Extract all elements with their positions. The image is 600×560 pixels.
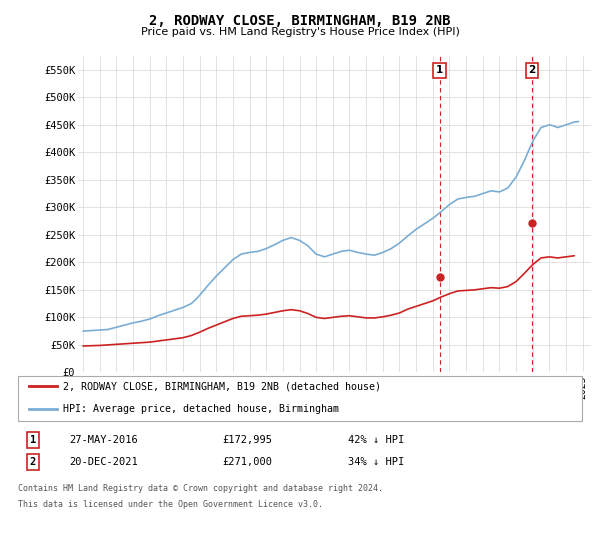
Text: 2: 2 (529, 66, 536, 76)
Text: 27-MAY-2016: 27-MAY-2016 (69, 435, 138, 445)
Text: This data is licensed under the Open Government Licence v3.0.: This data is licensed under the Open Gov… (18, 500, 323, 508)
Text: £271,000: £271,000 (222, 457, 272, 467)
Text: Price paid vs. HM Land Registry's House Price Index (HPI): Price paid vs. HM Land Registry's House … (140, 27, 460, 37)
Text: 42% ↓ HPI: 42% ↓ HPI (348, 435, 404, 445)
Text: HPI: Average price, detached house, Birmingham: HPI: Average price, detached house, Birm… (63, 404, 339, 414)
Text: 1: 1 (30, 435, 36, 445)
Text: 2, RODWAY CLOSE, BIRMINGHAM, B19 2NB (detached house): 2, RODWAY CLOSE, BIRMINGHAM, B19 2NB (de… (63, 381, 381, 391)
Text: 20-DEC-2021: 20-DEC-2021 (69, 457, 138, 467)
Text: £172,995: £172,995 (222, 435, 272, 445)
Text: 1: 1 (436, 66, 443, 76)
Text: 2: 2 (30, 457, 36, 467)
Text: 2, RODWAY CLOSE, BIRMINGHAM, B19 2NB: 2, RODWAY CLOSE, BIRMINGHAM, B19 2NB (149, 14, 451, 28)
Text: Contains HM Land Registry data © Crown copyright and database right 2024.: Contains HM Land Registry data © Crown c… (18, 484, 383, 493)
Text: 34% ↓ HPI: 34% ↓ HPI (348, 457, 404, 467)
